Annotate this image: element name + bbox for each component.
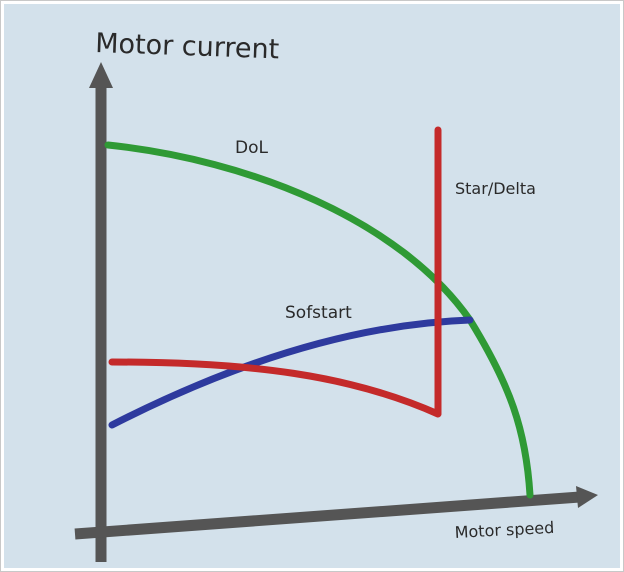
y-axis-label: Motor current	[95, 28, 280, 65]
x-axis	[74, 491, 581, 540]
star-delta-curve	[108, 126, 442, 418]
y-axis-arrow	[89, 62, 113, 88]
curve-label: DoL	[235, 138, 268, 158]
x-axis-arrow	[576, 486, 598, 508]
dol-curve	[104, 141, 534, 499]
softstart-curve	[108, 316, 474, 429]
curve-label: Star/Delta	[455, 179, 536, 198]
curve-label: Sofstart	[285, 303, 352, 323]
background	[4, 4, 620, 568]
